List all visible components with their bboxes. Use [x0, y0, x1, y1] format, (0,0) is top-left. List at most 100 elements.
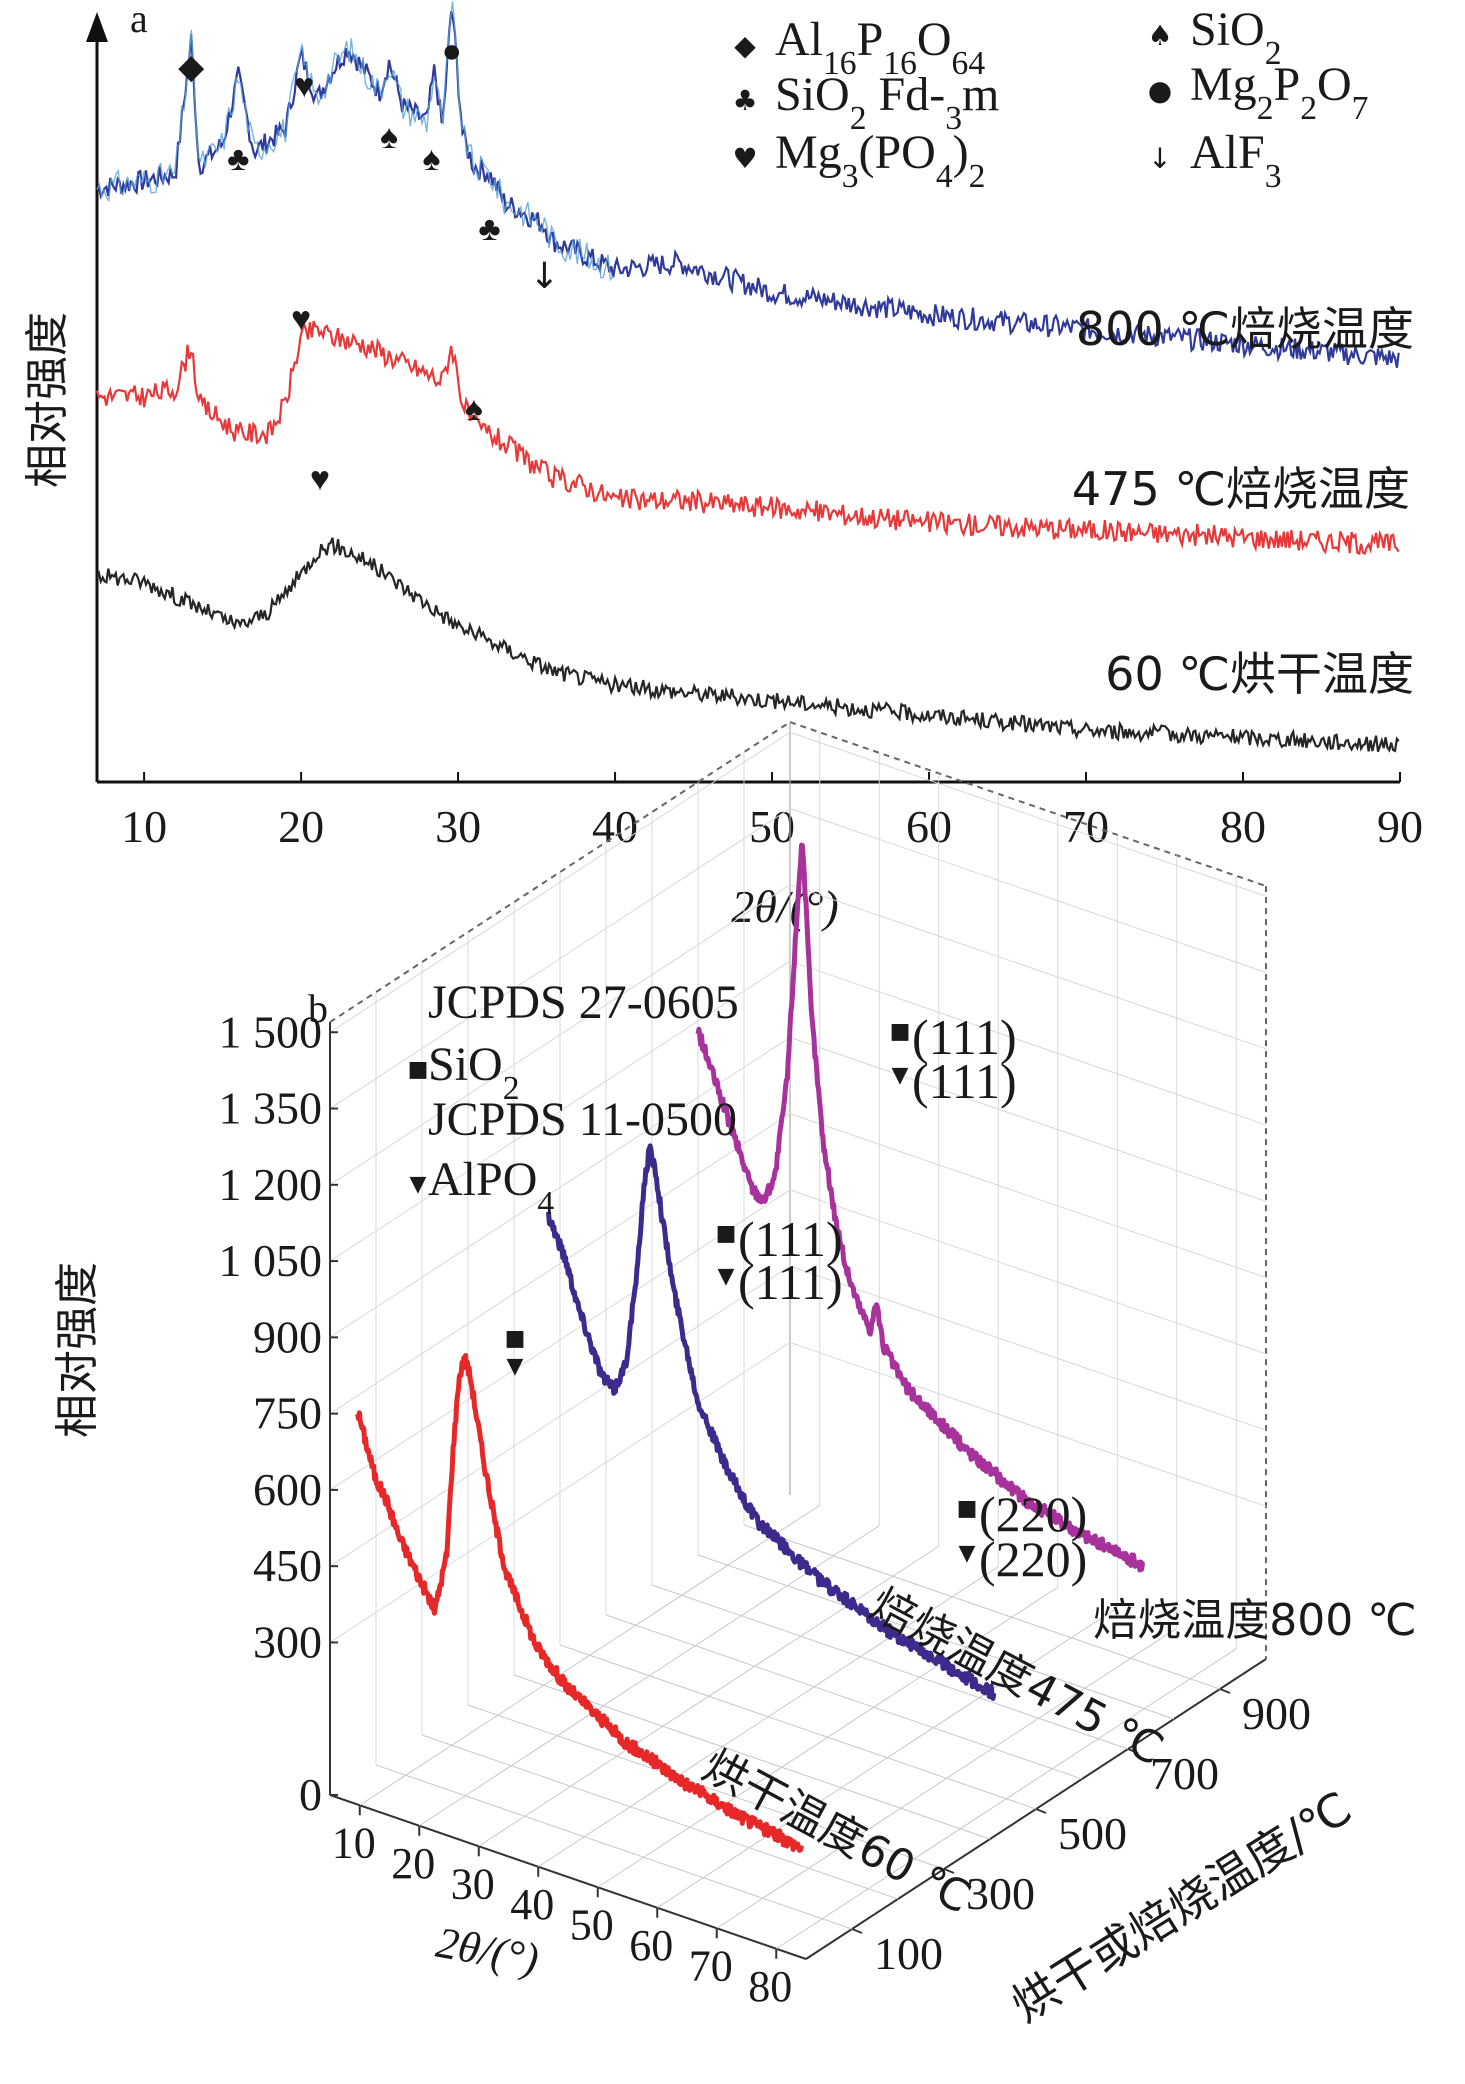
- sio2-marker: ■: [505, 1326, 526, 1351]
- legend-marker: ◆: [734, 29, 756, 62]
- legend-item: ▼ AlPO4: [410, 1153, 555, 1222]
- grid-line: [329, 960, 791, 1262]
- grid-line: [789, 1341, 1267, 1507]
- grid-line: [697, 1554, 1175, 1720]
- alpo4-marker: ▼: [959, 1541, 976, 1566]
- grid-line: [329, 1036, 791, 1338]
- grid-line: [375, 1764, 853, 1930]
- peak-label: (111): [912, 1009, 1017, 1065]
- x-tick-label: 50: [749, 801, 795, 852]
- z-tick-label: 500: [1058, 1808, 1127, 1859]
- legend-marker: ♥: [732, 142, 757, 175]
- x-axis: [329, 1794, 807, 1960]
- series-line: [96, 11, 1400, 368]
- panel-b-y-ticks: 0 300 450 600 750 900 1 050 1 200 1 350 1 500: [219, 1006, 338, 1820]
- y-tick-label: 1 500: [219, 1006, 323, 1057]
- y-tick-label: 0: [299, 1769, 322, 1820]
- panel-b-series-label-60: 烘干温度60 ℃: [694, 1740, 979, 1924]
- x-tick-label: 80: [1220, 801, 1266, 852]
- legend-marker: ●: [1148, 74, 1172, 107]
- legend-marker: ▼: [410, 1172, 427, 1197]
- x-tick-label: 50: [570, 1900, 614, 1949]
- x-tick-label: 80: [748, 1962, 792, 2011]
- x-tick-label: 60: [906, 801, 952, 852]
- legend-item: ● Mg2P2O7: [1148, 58, 1369, 127]
- grid-line: [789, 731, 1267, 897]
- x-tick-label: 20: [391, 1839, 435, 1888]
- alpo4-marker: ▼: [507, 1354, 524, 1379]
- panel-a-y-axis-arrow: [86, 12, 108, 42]
- grid-line: [789, 808, 1267, 973]
- panel-b-z-ticks: 100 300 500 700 900: [851, 1688, 1311, 1979]
- peak-label: (111): [912, 1053, 1017, 1109]
- legend-item: JCPDS 11-0500: [428, 1093, 737, 1146]
- x-tick-label: 10: [121, 801, 167, 852]
- series-line: [95, 537, 1400, 753]
- grid-line: [421, 1734, 899, 1900]
- peak-marker: ♠: [465, 391, 483, 428]
- series-label-60: 60 ℃烘干温度: [1105, 647, 1414, 701]
- z-tick-label: 900: [1242, 1688, 1311, 1739]
- legend-label: AlPO4: [428, 1153, 554, 1222]
- sio2-marker: ■: [716, 1221, 737, 1246]
- panel-a: a 10 20 30 40 50 60 70 80 90 ◆ ♣ ♥ ♠ ♠ ● ♣ ↓ ♥ ♠ ♥ ◆ Al16P1…: [22, 0, 1423, 932]
- panel-b-peak-labels: ■▼■ (111)▼ (111)■ (111)▼ (111)■ (220)▼ (220): [505, 1009, 1088, 1587]
- alpo4-marker: ▼: [718, 1264, 735, 1289]
- peak-marker: ●: [442, 33, 463, 70]
- panel-b-z-label: 烘干或焙烧温度/℃: [1002, 1780, 1361, 2032]
- x-tick-label: 20: [278, 801, 324, 852]
- peak-label: (220): [979, 1531, 1087, 1587]
- legend-marker: ■: [408, 1057, 429, 1082]
- legend-label: AlF3: [1190, 126, 1282, 195]
- grid-line: [789, 1036, 1267, 1202]
- grid-line: [329, 731, 791, 1033]
- x-tick-label: 70: [689, 1941, 733, 1990]
- grid-line: [329, 1189, 791, 1491]
- y-tick-label: 900: [253, 1311, 322, 1362]
- panel-b-x-ticks: 10 20 30 40 50 60 70 80: [332, 1805, 792, 2011]
- grid-line: [329, 1265, 791, 1567]
- legend-item: ◆ Al16P16O64: [734, 13, 985, 82]
- panel-b-curves: [355, 842, 1146, 1853]
- alpo4-marker: ▼: [892, 1063, 909, 1088]
- frame-edge: [329, 721, 791, 1023]
- x-tick-label: 60: [629, 1921, 673, 1970]
- grid-line: [789, 884, 1267, 1050]
- panel-b-label: b: [308, 986, 328, 1031]
- y-tick-label: 300: [253, 1616, 322, 1667]
- panel-a-legend: ◆ Al16P16O64♣ SiO2 Fd-3m♥ Mg3(PO4)2♠ SiO2● Mg…: [732, 3, 1368, 195]
- grid-line: [605, 1614, 1083, 1780]
- peak-label: (111): [738, 1254, 843, 1310]
- grid-line: [789, 1113, 1267, 1279]
- legend-item: JCPDS 27-0605: [428, 976, 739, 1029]
- z-tick: [851, 1928, 863, 1934]
- z-tick: [1035, 1808, 1047, 1814]
- grid-line: [789, 1189, 1267, 1355]
- y-tick-label: 600: [253, 1464, 322, 1515]
- panel-b-y-label: 相对强度: [52, 1262, 103, 1438]
- peak-marker: ♥: [294, 68, 314, 105]
- legend-label: Mg2P2O7: [1190, 58, 1368, 127]
- peak-marker: ♥: [291, 301, 311, 338]
- grid-line: [789, 960, 1267, 1126]
- grid-line: [329, 884, 791, 1186]
- x-tick-label: 90: [1377, 801, 1423, 852]
- panel-a-x-label: 2θ/(°): [731, 881, 838, 932]
- series-line: [355, 1353, 805, 1853]
- z-tick-label: 300: [966, 1868, 1035, 1919]
- panel-a-x-ticks: 10 20 30 40 50 60 70 80 90: [121, 772, 1423, 852]
- z-tick-label: 100: [874, 1928, 943, 1979]
- z-tick: [1219, 1688, 1231, 1694]
- y-tick-label: 1 200: [219, 1159, 323, 1210]
- peak-marker: ◆: [178, 49, 205, 86]
- peak-marker: ♣: [227, 141, 249, 178]
- x-tick-label: 70: [1063, 801, 1109, 852]
- x-tick-label: 40: [510, 1880, 554, 1929]
- legend-label: Mg3(PO4)2: [775, 126, 985, 195]
- series-line-overlay: [96, 1, 616, 282]
- peak-marker: ♣: [478, 211, 500, 248]
- x-tick-label: 30: [435, 801, 481, 852]
- legend-label: JCPDS 27-0605: [428, 976, 739, 1029]
- legend-item: ↓ AlF3: [1148, 126, 1281, 195]
